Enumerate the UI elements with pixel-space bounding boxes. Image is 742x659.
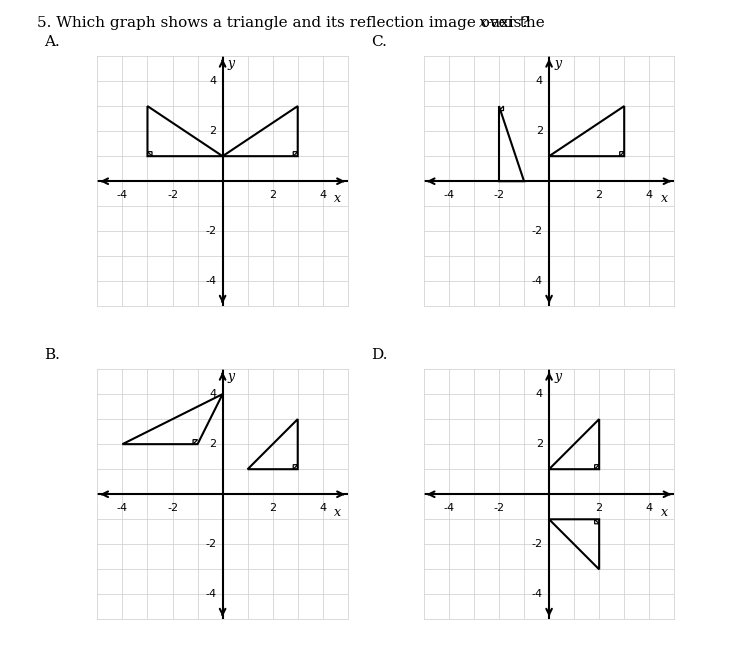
Text: y: y xyxy=(554,57,561,70)
Text: -4: -4 xyxy=(532,276,543,287)
Text: 4: 4 xyxy=(536,389,543,399)
Text: -axis?: -axis? xyxy=(486,16,530,30)
Text: 5. Which graph shows a triangle and its reflection image over the: 5. Which graph shows a triangle and its … xyxy=(37,16,550,30)
Text: x: x xyxy=(335,505,341,519)
Text: -2: -2 xyxy=(532,539,543,550)
Text: 4: 4 xyxy=(319,190,326,200)
Text: -4: -4 xyxy=(117,190,128,200)
Text: -2: -2 xyxy=(206,539,217,550)
Text: -4: -4 xyxy=(206,276,217,287)
Text: x: x xyxy=(335,192,341,206)
Text: x: x xyxy=(661,192,668,206)
Text: -2: -2 xyxy=(167,503,178,513)
Text: -2: -2 xyxy=(493,503,505,513)
Text: y: y xyxy=(554,370,561,383)
Text: C.: C. xyxy=(371,36,387,49)
Text: -2: -2 xyxy=(206,226,217,237)
Text: 2: 2 xyxy=(596,190,603,200)
Text: 2: 2 xyxy=(536,439,543,449)
Text: 2: 2 xyxy=(536,126,543,136)
Text: 4: 4 xyxy=(646,190,653,200)
Text: x: x xyxy=(479,16,487,30)
Text: -2: -2 xyxy=(167,190,178,200)
Text: 4: 4 xyxy=(646,503,653,513)
Text: 2: 2 xyxy=(269,503,276,513)
Text: y: y xyxy=(228,370,234,383)
Text: -4: -4 xyxy=(444,503,454,513)
Text: x: x xyxy=(661,505,668,519)
Text: 2: 2 xyxy=(596,503,603,513)
Text: -4: -4 xyxy=(206,589,217,600)
Text: y: y xyxy=(228,57,234,70)
Text: 2: 2 xyxy=(209,439,217,449)
Text: 2: 2 xyxy=(209,126,217,136)
Text: 2: 2 xyxy=(269,190,276,200)
Text: -2: -2 xyxy=(532,226,543,237)
Text: 4: 4 xyxy=(536,76,543,86)
Text: D.: D. xyxy=(371,349,387,362)
Text: B.: B. xyxy=(45,349,60,362)
Text: -4: -4 xyxy=(444,190,454,200)
Text: -4: -4 xyxy=(117,503,128,513)
Text: 4: 4 xyxy=(209,76,217,86)
Text: A.: A. xyxy=(45,36,60,49)
Text: 4: 4 xyxy=(319,503,326,513)
Text: 4: 4 xyxy=(209,389,217,399)
Text: -4: -4 xyxy=(532,589,543,600)
Text: -2: -2 xyxy=(493,190,505,200)
